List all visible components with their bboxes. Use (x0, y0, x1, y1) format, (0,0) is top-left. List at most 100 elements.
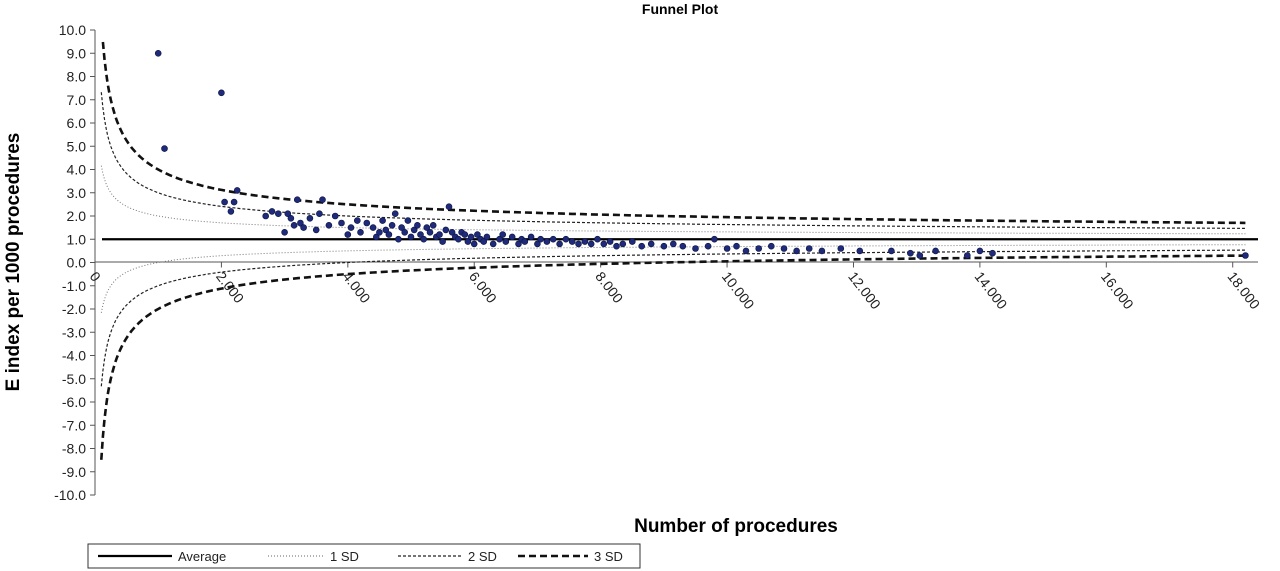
data-point (575, 240, 582, 248)
data-point (268, 208, 276, 215)
y-tick-label: -2.0 (62, 301, 86, 317)
data-point (439, 238, 446, 245)
x-tick-label: 8.000 (592, 268, 626, 306)
data-point (382, 226, 390, 234)
data-point (489, 240, 497, 248)
data-point (281, 229, 288, 236)
y-tick-label: -10.0 (54, 487, 86, 503)
y-tick-label: 0.0 (67, 255, 87, 271)
data-point (793, 247, 800, 255)
data-point (300, 224, 307, 231)
data-point (556, 240, 563, 248)
y-tick-label: 10.0 (59, 22, 86, 38)
data-point (385, 231, 393, 238)
data-point (470, 240, 478, 248)
data-point (733, 242, 740, 250)
data-point (325, 222, 333, 229)
data-point (414, 222, 421, 229)
data-point (417, 231, 424, 238)
data-point (423, 224, 431, 231)
x-axis-label: Number of procedures (634, 516, 838, 537)
x-tick-label: 10.000 (719, 268, 758, 312)
data-point (445, 203, 453, 210)
data-point (723, 245, 731, 252)
data-point (357, 229, 364, 236)
data-point (568, 238, 576, 245)
data-point (502, 238, 510, 245)
data-point (161, 145, 168, 152)
data-point (331, 212, 339, 220)
data-point (587, 240, 595, 248)
data-point (837, 245, 845, 252)
data-point (344, 231, 352, 238)
data-point (660, 242, 668, 250)
y-tick-label: 8.0 (67, 69, 87, 85)
y-tick-label: 6.0 (67, 115, 87, 131)
funnel-3sd-lower-line (100, 254, 1246, 460)
y-tick-label: -8.0 (62, 441, 86, 457)
data-point (369, 224, 377, 231)
data-point (581, 238, 589, 245)
y-axis-label: E index per 1000 procedures (3, 133, 24, 392)
y-tick-label: -7.0 (62, 417, 86, 433)
y-tick-label: -4.0 (62, 348, 86, 364)
data-point (805, 245, 813, 252)
data-point (480, 238, 488, 245)
data-point (534, 240, 541, 248)
data-point (353, 217, 361, 224)
data-point (755, 245, 763, 252)
data-point (818, 247, 826, 255)
data-point (1242, 252, 1249, 259)
data-point (347, 224, 355, 231)
data-point (464, 238, 472, 245)
data-point (297, 219, 304, 227)
data-point (218, 89, 225, 97)
data-point (461, 231, 469, 238)
data-point (429, 222, 437, 229)
data-point (907, 249, 914, 257)
y-tick-label: 5.0 (67, 138, 87, 154)
y-axis-ticks: 10.0 9.0 8.0 7.0 6.0 5.0 4.0 3.0 2.0 1.0 0.0 -1.0 -2… (54, 22, 95, 503)
data-point (543, 238, 551, 245)
data-point (230, 198, 238, 206)
funnel-2sd-upper-line (100, 92, 1246, 229)
data-point (436, 231, 443, 238)
y-tick-label: -6.0 (62, 394, 86, 410)
data-point (221, 198, 228, 206)
data-point (780, 245, 788, 252)
data-point (391, 210, 399, 217)
data-point (976, 247, 984, 255)
data-point (274, 210, 282, 217)
data-point (496, 235, 503, 243)
legend-box (87, 543, 641, 569)
y-tick-label: 2.0 (67, 208, 87, 224)
data-point (290, 222, 298, 229)
data-point (401, 229, 409, 236)
data-point (856, 247, 864, 255)
funnel-limit-lines (100, 41, 1258, 460)
y-tick-label: 1.0 (67, 231, 87, 247)
data-point (669, 240, 677, 248)
data-point (372, 233, 380, 241)
x-tick-label: 18.000 (1224, 268, 1263, 312)
data-point (537, 235, 544, 243)
data-point (628, 238, 636, 245)
y-tick-label: 4.0 (67, 162, 87, 178)
data-point (442, 226, 450, 234)
data-point (767, 242, 775, 250)
data-point (742, 247, 750, 255)
data-point (916, 252, 924, 259)
legend-average-label: Average (178, 549, 226, 564)
data-point (647, 240, 655, 248)
data-point (679, 242, 687, 250)
data-point (508, 233, 516, 241)
y-tick-label: -1.0 (62, 278, 86, 294)
data-point (316, 210, 323, 217)
data-point (395, 235, 402, 243)
y-tick-label: -5.0 (62, 371, 86, 387)
data-point (515, 240, 522, 248)
data-point (474, 231, 481, 238)
data-point (319, 196, 326, 203)
funnel-2sd-lower-line (100, 249, 1246, 387)
data-point (600, 240, 608, 248)
